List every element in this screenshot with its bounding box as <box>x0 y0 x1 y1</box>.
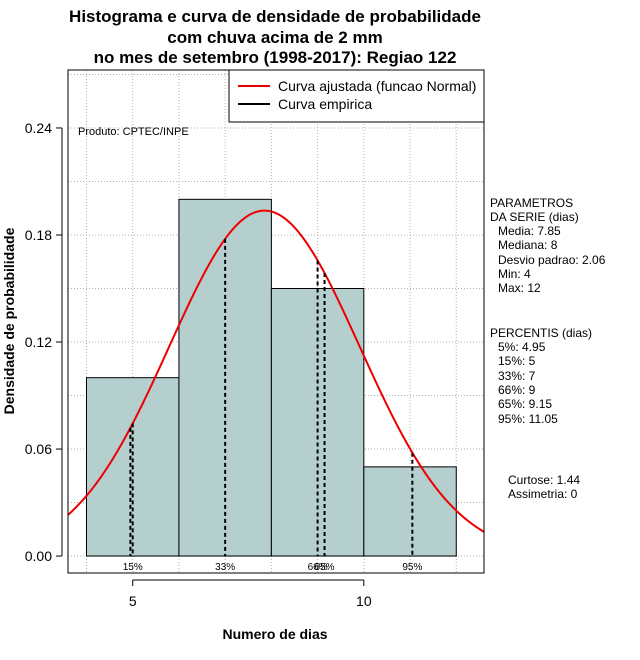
percentile-label-4: 65% <box>315 562 335 573</box>
x-tick-label: 5 <box>129 593 137 609</box>
legend-label-fitted: Curva ajustada (funcao Normal) <box>278 78 476 94</box>
y-axis-title: Densidade de probabilidade <box>1 227 17 414</box>
legend: Curva ajustada (funcao Normal) Curva emp… <box>228 69 485 123</box>
percentil-95: 95%: 11.05 <box>498 412 558 426</box>
stats-panel: PARAMETROS DA SERIE (dias) Media: 7.85 M… <box>490 196 606 501</box>
params-header-2: DA SERIE (dias) <box>490 210 579 224</box>
percentil-33: 33%: 7 <box>498 369 536 383</box>
percentile-label-2: 33% <box>215 562 235 573</box>
y-axis: 0.00 0.06 0.12 0.18 0.24 <box>25 120 63 564</box>
chart-title-line-2: com chuva acima de 2 mm <box>167 28 382 47</box>
percentil-66: 66%: 9 <box>498 383 536 397</box>
percentil-65: 65%: 9.15 <box>498 397 552 411</box>
param-max: Max: 12 <box>498 281 541 295</box>
legend-label-empirical: Curva empirica <box>278 96 372 112</box>
chart-title-line-1: Histograma e curva de densidade de proba… <box>69 7 481 26</box>
y-tick-label: 0.24 <box>25 120 52 136</box>
percentile-label-1: 15% <box>123 562 143 573</box>
param-mediana: Mediana: 8 <box>498 238 558 252</box>
y-tick-label: 0.18 <box>25 227 52 243</box>
param-media: Media: 7.85 <box>498 224 561 238</box>
percentile-label-3: 66% <box>308 562 328 573</box>
curtose: Curtose: 1.44 <box>508 473 580 487</box>
params-header-1: PARAMETROS <box>490 196 573 210</box>
param-min: Min: 4 <box>498 267 531 281</box>
chart-title-line-3: no mes de setembro (1998-2017): Regiao 1… <box>94 48 457 67</box>
percentile-label-5: 95% <box>402 562 422 573</box>
x-tick-label: 10 <box>356 593 372 609</box>
normal-curve <box>67 209 485 533</box>
histogram-bars <box>85 198 457 557</box>
assimetria: Assimetria: 0 <box>508 487 578 501</box>
percentile-lines: 15% 33% 66%65% 95% <box>123 238 422 573</box>
histogram-bar-3 <box>363 466 457 557</box>
y-tick-label: 0.00 <box>25 548 52 564</box>
percentil-15: 15%: 5 <box>498 354 536 368</box>
source-note: Produto: CPTEC/INPE <box>78 126 189 138</box>
y-tick-label: 0.12 <box>25 334 52 350</box>
percentil-5: 5%: 4.95 <box>498 340 546 354</box>
legend-box <box>228 69 485 123</box>
y-tick-label: 0.06 <box>25 441 52 457</box>
x-axis: 5 10 <box>129 579 372 609</box>
param-desvio: Desvio padrao: 2.06 <box>498 253 606 267</box>
normal-curve-layer <box>67 209 485 533</box>
histogram-bar-1 <box>178 198 272 557</box>
x-axis-title: Numero de dias <box>222 626 327 642</box>
percentis-header: PERCENTIS (dias) <box>490 326 592 340</box>
